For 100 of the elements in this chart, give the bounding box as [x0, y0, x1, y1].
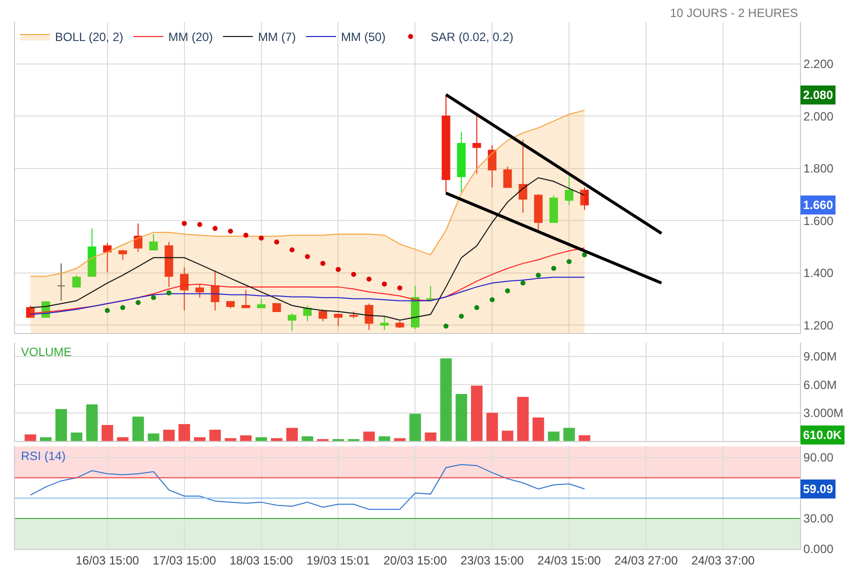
bar — [24, 434, 36, 441]
point — [166, 290, 172, 296]
bar — [148, 433, 160, 441]
bar — [256, 437, 268, 441]
bar — [486, 412, 498, 441]
bar — [102, 425, 114, 441]
point — [136, 300, 141, 306]
point — [228, 228, 233, 234]
candlestick — [457, 131, 466, 193]
point — [243, 232, 248, 238]
point — [351, 272, 356, 277]
bar — [40, 437, 52, 441]
candlestick — [472, 116, 482, 174]
candlestick — [118, 249, 128, 260]
bar — [163, 430, 175, 441]
bar — [517, 396, 529, 441]
candlestick — [103, 242, 112, 273]
point — [274, 240, 280, 244]
bar — [116, 437, 129, 441]
point — [505, 288, 510, 294]
point — [551, 266, 556, 271]
point — [197, 222, 202, 227]
bar — [502, 430, 514, 441]
point — [582, 252, 588, 258]
point — [151, 295, 156, 300]
point — [182, 220, 187, 226]
x-tick-label: 18/03 15:00 — [230, 553, 294, 568]
candlestick — [226, 301, 235, 309]
candlestick — [272, 303, 281, 312]
bar — [424, 432, 436, 441]
y-tick-label: 6.00M — [803, 378, 837, 392]
bar — [394, 438, 406, 441]
candlestick — [580, 186, 589, 210]
bar — [70, 432, 82, 441]
text: 1.660 — [803, 198, 834, 212]
point — [336, 266, 341, 272]
point — [366, 276, 372, 282]
point — [536, 272, 541, 278]
bar — [440, 358, 452, 441]
text: 59.09 — [803, 482, 834, 496]
candlestick — [442, 94, 450, 194]
line-series — [30, 464, 586, 510]
x-tick-label: 24/03 37:00 — [691, 553, 756, 568]
y-tick-label: 2.200 — [803, 57, 834, 72]
bar — [86, 404, 98, 441]
bar — [224, 438, 236, 441]
legend-label: BOLL (20, 2) — [55, 30, 124, 44]
y-tick-label: 9.00M — [803, 350, 837, 364]
candlestick — [72, 274, 81, 288]
bar — [302, 436, 314, 441]
text: 2.080 — [803, 88, 834, 102]
y-tick-label: 30.00 — [803, 512, 834, 526]
bar — [548, 432, 560, 441]
bar — [270, 438, 282, 441]
candlestick — [88, 228, 96, 277]
point — [474, 305, 480, 310]
point — [104, 308, 110, 313]
point — [443, 324, 448, 329]
text: 610.0K — [803, 428, 842, 442]
bar — [532, 417, 544, 441]
x-tick-label: 19/03 15:01 — [306, 553, 370, 568]
point — [490, 297, 495, 302]
bar — [55, 409, 67, 441]
point — [397, 285, 402, 290]
y-tick-label: 1.200 — [803, 318, 834, 332]
legend-label: SAR (0.02, 0.2) — [430, 30, 514, 44]
point — [258, 236, 264, 241]
bar — [578, 435, 590, 441]
point — [304, 254, 310, 260]
y-tick-label: 1.400 — [803, 266, 834, 280]
y-tick-label: 3.000M — [803, 406, 844, 420]
x-tick-label: 17/03 15:00 — [152, 553, 216, 568]
y-tick-label: 90.00 — [803, 450, 834, 465]
chart-subtitle: 10 JOURS - 2 HEURES — [670, 6, 798, 20]
bar — [240, 435, 252, 441]
bar — [178, 424, 190, 441]
chart-title: RSI (14) — [21, 449, 66, 463]
bar — [378, 436, 390, 441]
bar — [363, 432, 375, 441]
x-tick-label: 24/03 27:00 — [614, 553, 678, 568]
point — [458, 314, 464, 319]
point — [566, 259, 572, 264]
bar — [194, 437, 206, 441]
x-tick-label: 20/03 15:00 — [383, 553, 448, 568]
x-tick-label: 24/03 15:00 — [537, 553, 602, 568]
point — [382, 282, 387, 287]
y-tick-label: 0.000 — [803, 542, 834, 556]
legend-label: MM (50) — [340, 30, 386, 44]
point — [320, 260, 326, 266]
y-tick-label: 2.000 — [803, 109, 834, 124]
x-tick-label: 23/03 15:00 — [460, 553, 524, 568]
legend-label: MM (20) — [168, 30, 213, 44]
candlestick — [396, 320, 404, 328]
chart-title: VOLUME — [21, 345, 72, 359]
x-tick-label: 16/03 15:00 — [76, 553, 140, 568]
y-tick-label: 1.600 — [803, 214, 834, 228]
bar — [209, 430, 221, 441]
point — [212, 226, 218, 231]
bar — [409, 414, 421, 441]
bar — [563, 428, 575, 441]
